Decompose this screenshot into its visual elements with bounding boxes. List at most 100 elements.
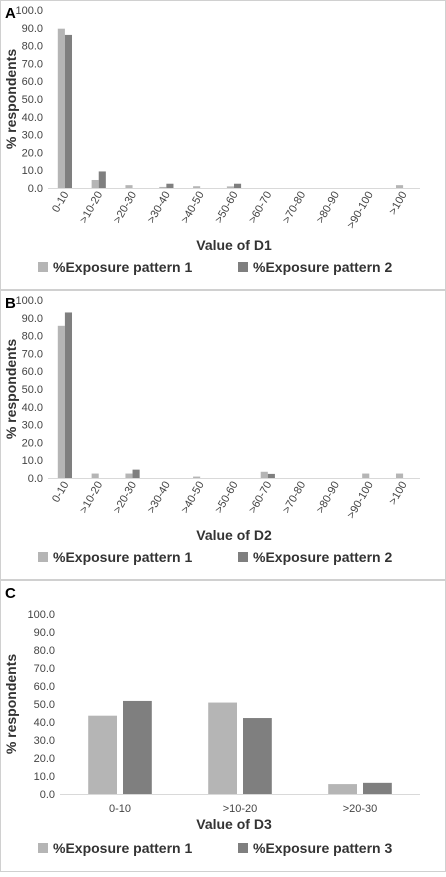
bar-2: [98, 171, 106, 188]
x-tick-label: >10-20: [78, 190, 106, 226]
legend-swatch-1: [38, 552, 48, 562]
y-tick-label: 0.0: [28, 183, 43, 195]
bar-1: [208, 702, 237, 794]
y-tick-label: 0.0: [28, 473, 43, 485]
y-tick-label: 10.0: [22, 455, 43, 467]
x-tick-label: >70-80: [281, 480, 309, 516]
y-tick-label: 90.0: [22, 313, 43, 325]
legend-label-1: %Exposure pattern 1: [53, 549, 192, 565]
y-tick-label: 60.0: [34, 681, 55, 693]
chart-panel-b: B 0.0 10.0 20.0 30.0 40.0 50.0 60.0 70.0 80.0 90.0…: [0, 290, 446, 580]
panel-label: A: [5, 5, 16, 22]
x-tick-label: >40-50: [179, 190, 207, 226]
y-tick-label: 60.0: [22, 76, 43, 88]
bar-2: [166, 183, 174, 188]
y-tick-label: 30.0: [22, 420, 43, 432]
y-tick-label: 50.0: [34, 699, 55, 711]
panel-label: B: [5, 295, 16, 312]
bar-1: [226, 186, 234, 188]
x-tick-label: >40-50: [179, 480, 207, 516]
y-tick-label: 40.0: [22, 402, 43, 414]
x-axis-label: Value of D3: [196, 816, 272, 832]
bar-1: [91, 473, 99, 478]
legend-label-2: %Exposure pattern 2: [253, 259, 392, 275]
bar-1: [362, 473, 370, 478]
x-tick-label: >100: [387, 480, 410, 507]
y-tick-label: 30.0: [34, 735, 55, 747]
y-tick-label: 50.0: [22, 94, 43, 106]
y-tick-label: 50.0: [22, 384, 43, 396]
y-tick-label: 70.0: [34, 663, 55, 675]
y-tick-label: 100.0: [15, 5, 43, 17]
y-tick-label: 100.0: [27, 609, 55, 621]
bar-1: [91, 179, 99, 188]
legend-swatch-2: [238, 262, 248, 272]
legend-swatch-2: [238, 552, 248, 562]
y-tick-label: 0.0: [40, 789, 55, 801]
y-tick-label: 80.0: [22, 41, 43, 53]
bar-1: [88, 715, 117, 794]
x-tick-label: >80-90: [314, 190, 342, 226]
y-tick-label: 20.0: [22, 437, 43, 449]
x-tick-label: >10-20: [223, 803, 258, 815]
bar-1: [57, 325, 65, 478]
y-axis-label: % respondents: [3, 654, 19, 755]
x-tick-label: >50-60: [213, 190, 241, 226]
x-tick-label: >50-60: [213, 480, 241, 516]
x-tick-label: >90-100: [345, 190, 376, 231]
x-tick-label: >90-100: [345, 480, 376, 521]
y-tick-label: 60.0: [22, 366, 43, 378]
y-axis-label: % respondents: [3, 339, 19, 440]
x-tick-label: 0-10: [50, 190, 71, 215]
y-tick-label: 10.0: [22, 165, 43, 177]
bar-2: [243, 718, 272, 794]
x-tick-label: >10-20: [78, 480, 106, 516]
bar-1: [193, 186, 201, 188]
bar-1: [328, 784, 357, 794]
legend-swatch-2: [238, 843, 248, 853]
x-tick-label: 0-10: [109, 803, 131, 815]
x-tick-label: >100: [387, 190, 410, 217]
y-tick-label: 40.0: [22, 112, 43, 124]
bar-2: [234, 183, 242, 188]
bar-1: [57, 28, 65, 188]
bar-2: [64, 312, 73, 478]
legend-swatch-1: [38, 843, 48, 853]
x-tick-label: >60-70: [247, 190, 275, 226]
bar-2: [132, 469, 140, 478]
bar-1: [260, 471, 268, 478]
x-tick-label: >30-40: [145, 190, 173, 226]
y-tick-label: 30.0: [22, 130, 43, 142]
y-tick-label: 70.0: [22, 58, 43, 70]
x-tick-label: >30-40: [145, 480, 173, 516]
y-tick-label: 70.0: [22, 348, 43, 360]
y-tick-label: 20.0: [34, 753, 55, 765]
bar-1: [125, 473, 133, 478]
legend-swatch-1: [38, 262, 48, 272]
legend-label-2: %Exposure pattern 2: [253, 549, 392, 565]
x-tick-label: >70-80: [281, 190, 309, 226]
y-tick-label: 90.0: [22, 23, 43, 35]
bar-2: [64, 34, 73, 188]
x-tick-label: 0-10: [50, 480, 71, 505]
legend-label-1: %Exposure pattern 1: [53, 840, 192, 856]
bar-1: [395, 473, 404, 478]
bar-1: [193, 476, 201, 478]
x-tick-label: >20-30: [111, 480, 139, 516]
x-axis-label: Value of D2: [196, 527, 272, 543]
x-tick-label: >60-70: [247, 480, 275, 516]
chart-panel-a: A 0.0 10.0 20.0 30.0 40.0 50.0 60.0 70.0 80.0 90.0…: [0, 0, 446, 290]
bar-1: [125, 185, 133, 188]
bar-2: [123, 700, 152, 794]
bar-1: [159, 186, 167, 188]
y-tick-label: 90.0: [34, 627, 55, 639]
legend-label-1: %Exposure pattern 1: [53, 259, 192, 275]
y-tick-label: 20.0: [22, 147, 43, 159]
chart-panel-c: C 0.0 10.0 20.0 30.0 40.0 50.0 60.0 70.0 80.0 90.0…: [0, 580, 446, 872]
y-tick-label: 80.0: [22, 331, 43, 343]
y-tick-label: 40.0: [34, 717, 55, 729]
y-axis-label: % respondents: [3, 49, 19, 150]
y-tick-label: 80.0: [34, 645, 55, 657]
